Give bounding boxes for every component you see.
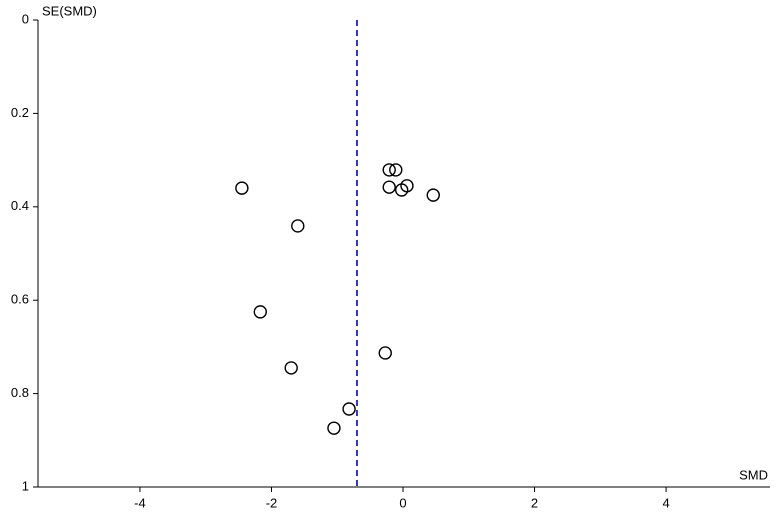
point xyxy=(284,361,298,375)
x-tick-label: 4 xyxy=(662,495,669,510)
point xyxy=(389,163,403,177)
x-tick-label: 0 xyxy=(399,495,406,510)
x-tick-label: 2 xyxy=(531,495,538,510)
y-tick-label: 0.6 xyxy=(11,292,29,307)
y-tick-label: 1 xyxy=(22,478,29,493)
y-tick-label: 0.4 xyxy=(11,198,29,213)
point xyxy=(378,346,392,360)
point xyxy=(426,188,440,202)
point xyxy=(394,183,409,197)
point xyxy=(235,181,249,195)
point xyxy=(342,402,356,416)
x-axis-label: SMD xyxy=(739,467,768,482)
y-tick-label: 0 xyxy=(22,11,29,26)
point xyxy=(253,305,267,319)
point xyxy=(327,421,341,435)
y-tick-label: 0.8 xyxy=(11,385,29,400)
point xyxy=(400,179,414,193)
point xyxy=(382,163,396,177)
y-axis-label: SE(SMD) xyxy=(42,3,97,18)
x-tick-label: -4 xyxy=(134,495,146,510)
y-tick-label: 0.2 xyxy=(11,105,29,120)
x-tick-label: -2 xyxy=(266,495,278,510)
point xyxy=(382,180,396,194)
point xyxy=(291,219,305,233)
